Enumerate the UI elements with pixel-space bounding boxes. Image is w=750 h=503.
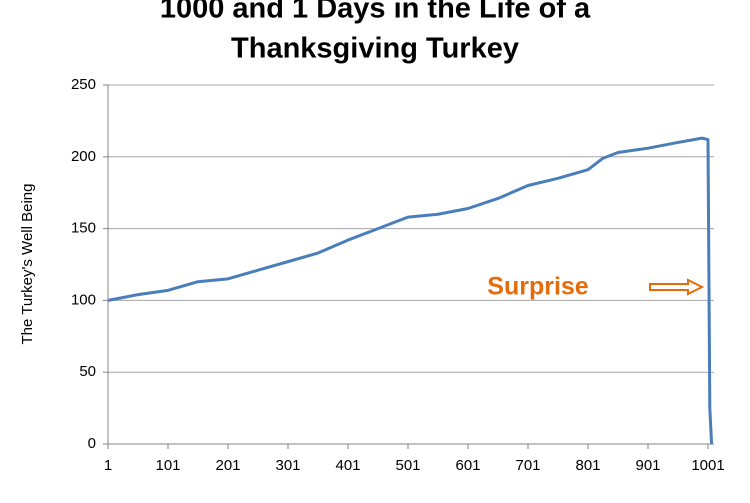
arrow <box>649 278 705 296</box>
x-tick-label: 601 <box>455 457 480 474</box>
chart-title: 1000 and 1 Days in the Life of a <box>160 0 591 25</box>
x-tick-label: 401 <box>335 457 360 474</box>
x-tick-label: 501 <box>395 457 420 474</box>
x-tick-label: 801 <box>575 457 600 474</box>
y-tick-label: 150 <box>71 220 96 237</box>
y-axis-label: The Turkey's Well Being <box>19 184 36 345</box>
x-tick-label: 201 <box>215 457 240 474</box>
y-tick-label: 200 <box>71 148 96 165</box>
annotation: Surprise <box>487 273 589 301</box>
y-tick-label: 0 <box>88 435 96 452</box>
x-tick-label: 701 <box>515 457 540 474</box>
x-tick-label: 901 <box>635 457 660 474</box>
data-line <box>107 136 714 445</box>
chart-title: Thanksgiving Turkey <box>231 33 519 65</box>
y-tick-label: 100 <box>71 291 96 308</box>
x-tick-label: 301 <box>275 457 300 474</box>
y-tick-label: 50 <box>79 363 96 380</box>
x-tick-label: 1001 <box>691 457 724 474</box>
x-tick-label: 1 <box>104 457 112 474</box>
y-tick-label: 250 <box>71 76 96 93</box>
x-tick-label: 101 <box>155 457 180 474</box>
